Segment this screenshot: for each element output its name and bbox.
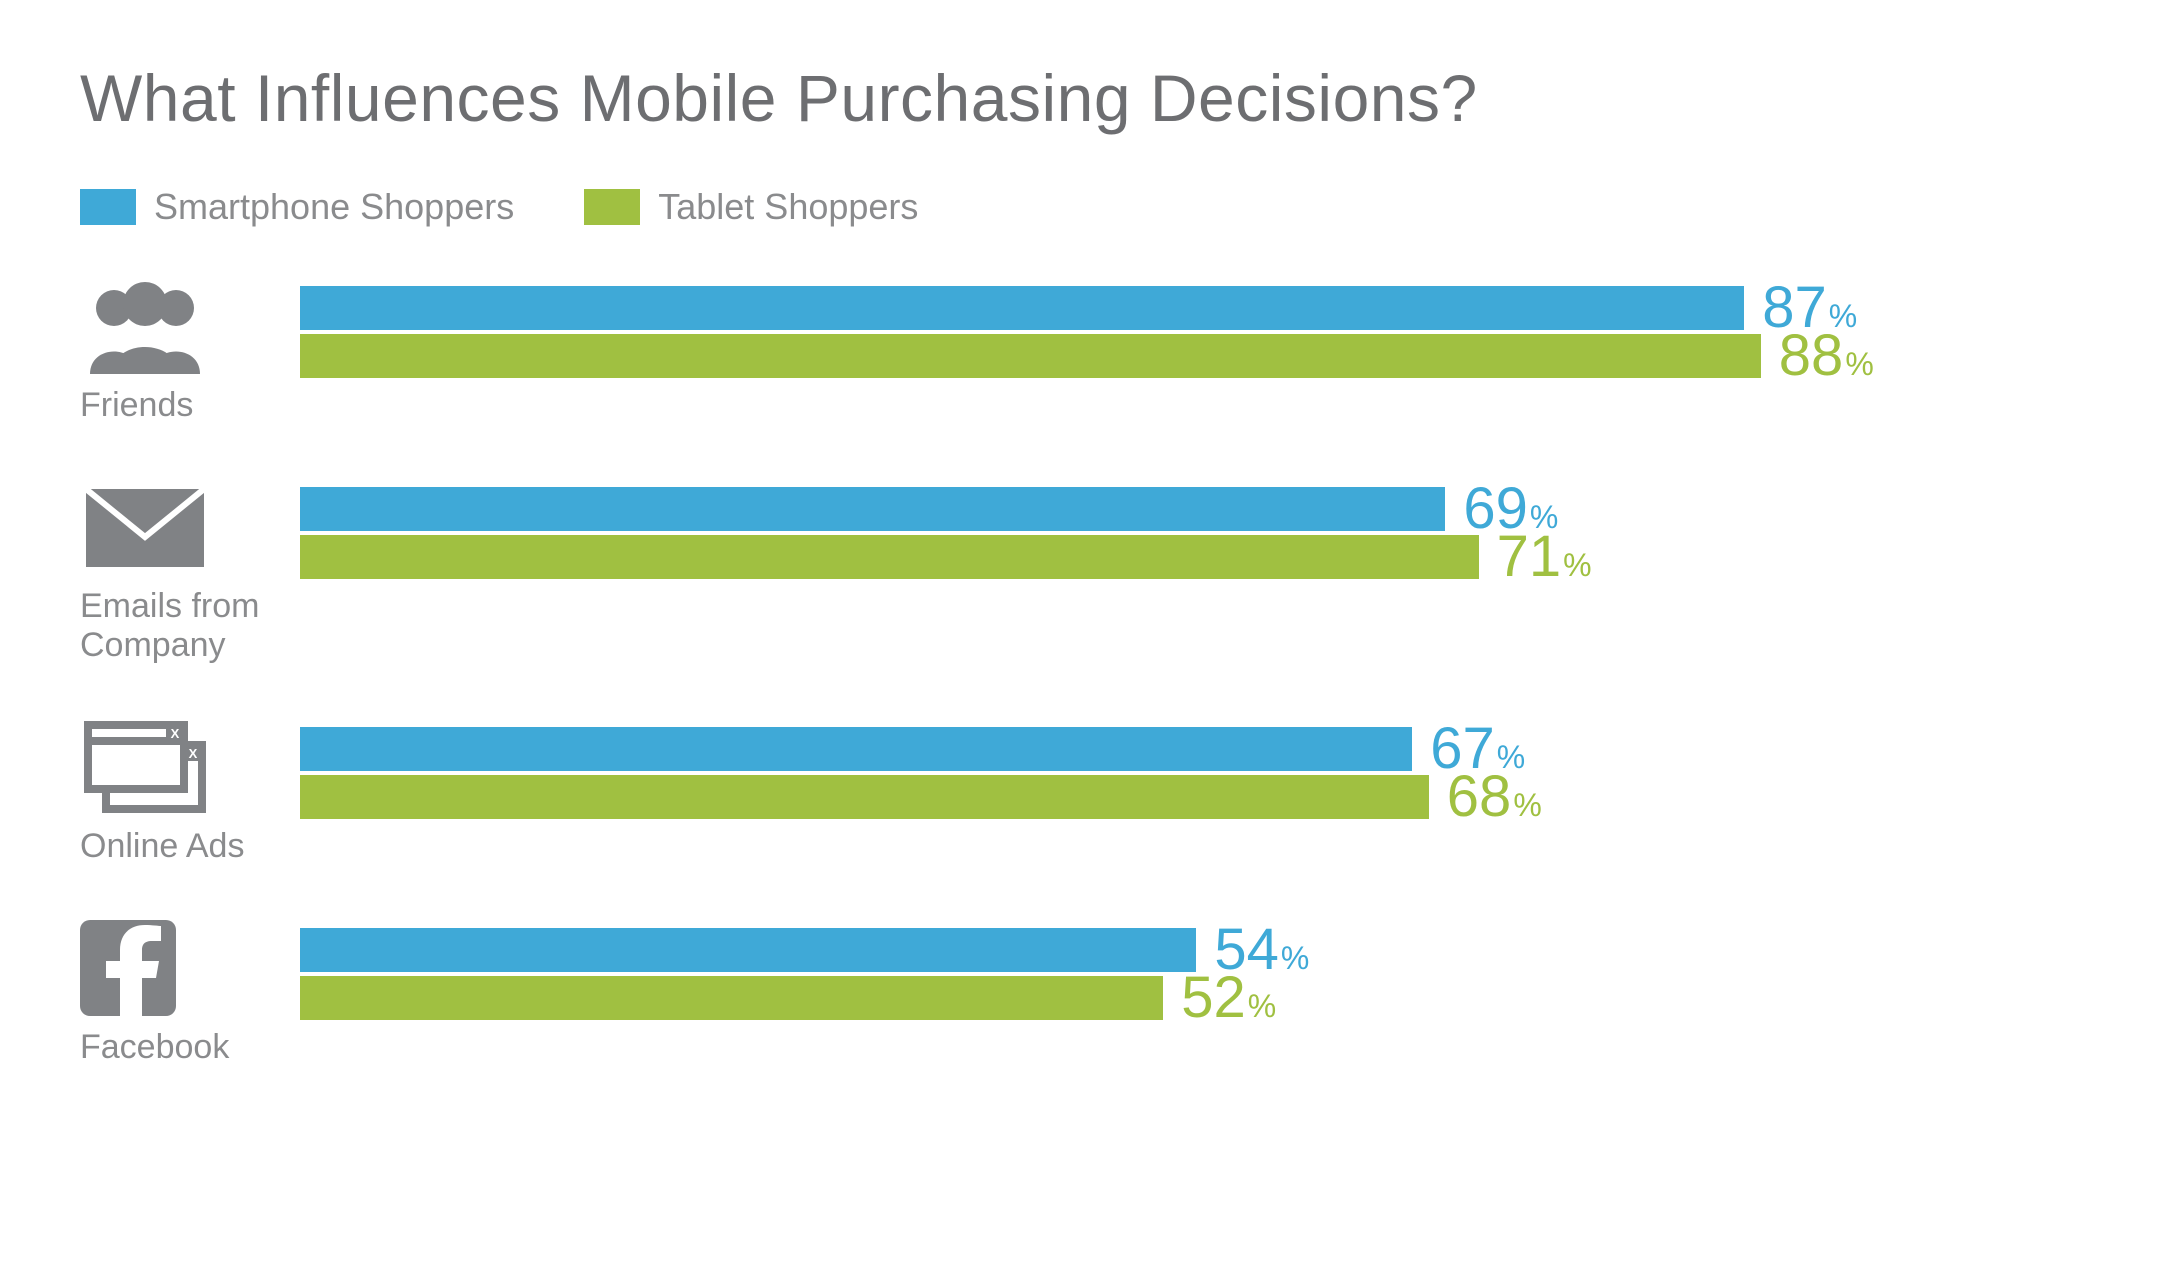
row-label-emails: Emails from Company [80,587,300,665]
bar-facebook-tablet [300,976,1163,1020]
legend-label-tablet: Tablet Shoppers [658,186,918,228]
row-bars-friends: 87% 88% [300,278,2102,380]
bar-line-emails-smartphone: 69% [300,485,2102,533]
row-label-ads: Online Ads [80,827,244,866]
legend-label-smartphone: Smartphone Shoppers [154,186,514,228]
bar-line-ads-tablet: 68% [300,773,2102,821]
row-ads: X X Online Ads 67% 6 [80,719,2102,866]
value-friends-tablet: 88% [1779,327,1874,385]
pct-sign: % [1248,990,1276,1022]
row-bars-emails: 69% 71% [300,479,2102,581]
bar-friends-smartphone [300,286,1744,330]
row-label-friends: Friends [80,386,193,425]
row-bars-ads: 67% 68% [300,719,2102,821]
bar-chart: Friends 87% 88% [80,278,2102,1067]
value-num: 68 [1447,768,1512,826]
svg-text:X: X [171,726,180,741]
row-left-ads: X X Online Ads [80,719,300,866]
row-left-emails: Emails from Company [80,479,300,665]
legend-swatch-smartphone [80,189,136,225]
ads-icon: X X [80,719,210,815]
pct-sign: % [1281,942,1309,974]
value-emails-tablet: 71% [1497,528,1592,586]
pct-sign: % [1513,789,1541,821]
legend: Smartphone Shoppers Tablet Shoppers [80,186,2102,228]
row-left-facebook: Facebook [80,920,300,1067]
bar-line-facebook-tablet: 52% [300,974,2102,1022]
legend-item-smartphone: Smartphone Shoppers [80,186,514,228]
bar-friends-tablet [300,334,1761,378]
bar-line-ads-smartphone: 67% [300,725,2102,773]
bar-ads-tablet [300,775,1429,819]
bar-emails-tablet [300,535,1479,579]
pct-sign: % [1845,348,1873,380]
row-label-facebook: Facebook [80,1028,229,1067]
row-bars-facebook: 54% 52% [300,920,2102,1022]
value-num: 88 [1779,327,1844,385]
pct-sign: % [1563,549,1591,581]
svg-text:X: X [189,746,198,761]
row-emails: Emails from Company 69% 71% [80,479,2102,665]
bar-emails-smartphone [300,487,1445,531]
bar-facebook-smartphone [300,928,1196,972]
bar-ads-smartphone [300,727,1412,771]
value-ads-tablet: 68% [1447,768,1542,826]
value-facebook-tablet: 52% [1181,969,1276,1027]
value-num: 52 [1181,969,1246,1027]
row-left-friends: Friends [80,278,300,425]
bar-line-emails-tablet: 71% [300,533,2102,581]
row-friends: Friends 87% 88% [80,278,2102,425]
facebook-icon [80,920,210,1016]
email-icon [80,479,210,575]
chart-title: What Influences Mobile Purchasing Decisi… [80,60,2102,136]
value-num: 71 [1497,528,1562,586]
row-facebook: Facebook 54% 52% [80,920,2102,1067]
legend-item-tablet: Tablet Shoppers [584,186,918,228]
bar-line-friends-tablet: 88% [300,332,2102,380]
friends-icon [80,278,210,374]
legend-swatch-tablet [584,189,640,225]
